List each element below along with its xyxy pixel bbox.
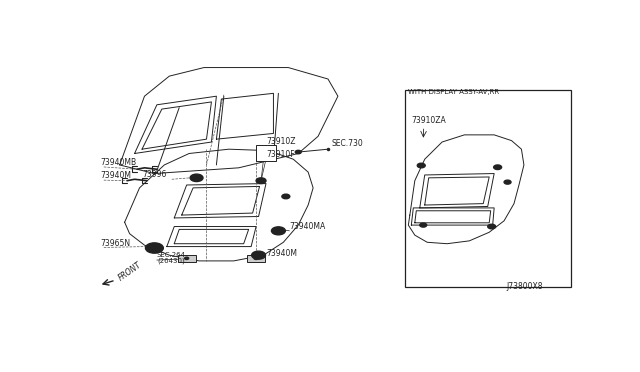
Circle shape (145, 243, 163, 253)
Circle shape (193, 176, 200, 180)
Circle shape (506, 181, 509, 183)
Circle shape (190, 174, 203, 182)
Circle shape (275, 229, 282, 233)
Text: 73940MB: 73940MB (100, 158, 136, 167)
Text: 73910Z: 73910Z (266, 137, 296, 146)
Text: SEC.730: SEC.730 (332, 140, 364, 148)
Circle shape (488, 224, 495, 229)
Circle shape (420, 223, 427, 227)
Circle shape (490, 225, 493, 228)
Circle shape (254, 257, 258, 260)
Circle shape (284, 195, 288, 198)
Text: SEC.264: SEC.264 (157, 252, 186, 258)
Circle shape (282, 194, 290, 199)
Circle shape (422, 224, 425, 226)
Text: 73940M: 73940M (100, 171, 131, 180)
Text: J73800X8: J73800X8 (507, 282, 543, 291)
Bar (178, 256, 196, 262)
Circle shape (255, 253, 262, 257)
Text: 73940MA: 73940MA (289, 222, 326, 231)
Circle shape (185, 257, 189, 260)
Text: (26430): (26430) (157, 257, 184, 264)
Text: WITH DISPLAY ASSY-AV,RR: WITH DISPLAY ASSY-AV,RR (408, 89, 499, 95)
Circle shape (256, 178, 266, 183)
Text: FRONT: FRONT (117, 261, 143, 283)
Text: 73965N: 73965N (100, 239, 130, 248)
Circle shape (259, 179, 264, 182)
Bar (405, 90, 571, 287)
Bar (256, 145, 276, 161)
Circle shape (496, 166, 499, 168)
Circle shape (504, 180, 511, 184)
Text: 73996: 73996 (143, 170, 167, 179)
Circle shape (150, 246, 159, 251)
Circle shape (493, 165, 502, 170)
Circle shape (252, 251, 266, 259)
Circle shape (417, 163, 425, 168)
Bar (247, 256, 265, 262)
Circle shape (295, 150, 301, 154)
Text: 73910F: 73910F (266, 150, 294, 159)
Circle shape (271, 227, 285, 235)
Circle shape (419, 164, 423, 167)
Text: 73940M: 73940M (266, 249, 297, 258)
Text: 73910ZA: 73910ZA (412, 116, 446, 125)
